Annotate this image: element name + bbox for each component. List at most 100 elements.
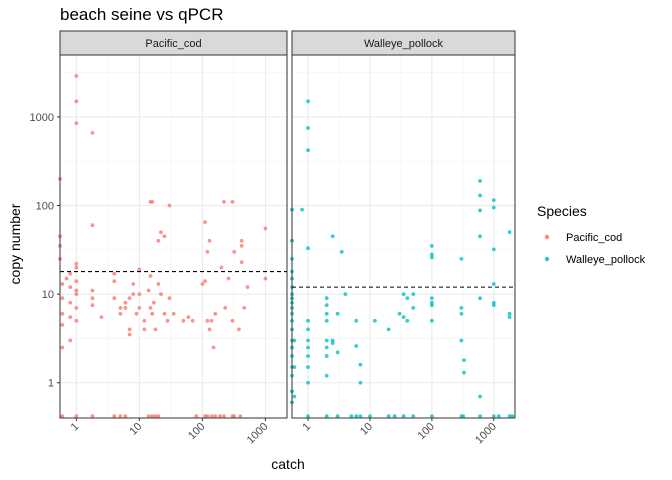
data-point <box>306 354 310 358</box>
data-point <box>223 305 228 310</box>
facet-panel-1: Walleye_pollock 1 10 100 1000 <box>290 30 516 446</box>
data-point <box>354 318 359 323</box>
data-point <box>429 296 434 301</box>
data-point <box>74 121 79 126</box>
data-point <box>171 311 176 316</box>
data-point <box>459 256 464 261</box>
data-point <box>213 311 218 316</box>
data-point <box>203 279 207 284</box>
data-point <box>330 234 335 239</box>
data-point <box>429 244 434 248</box>
data-point <box>230 318 235 323</box>
data-point <box>324 373 329 378</box>
data-point <box>159 230 163 235</box>
data-point <box>207 238 212 243</box>
facet-panel-0: Pacific_cod 1 10 100 1000 1 10 100 1000 <box>30 30 288 446</box>
data-point <box>68 338 73 343</box>
data-point <box>74 305 79 310</box>
data-point <box>401 315 406 320</box>
data-point <box>194 414 199 419</box>
data-point <box>324 303 329 308</box>
panel-border <box>59 54 288 419</box>
data-point <box>478 178 482 183</box>
data-point <box>491 282 496 286</box>
data-point <box>209 414 214 419</box>
data-point <box>238 414 243 419</box>
data-point <box>209 318 214 323</box>
data-point <box>118 305 123 310</box>
data-point <box>263 226 268 231</box>
data-point <box>491 247 496 252</box>
data-point <box>232 414 237 419</box>
data-point <box>230 199 235 204</box>
data-point <box>459 338 464 343</box>
data-point <box>123 300 128 305</box>
data-point <box>358 380 363 385</box>
data-point <box>99 315 104 320</box>
data-point <box>292 365 297 370</box>
data-point <box>429 255 434 260</box>
data-point <box>205 414 210 419</box>
data-point <box>405 296 410 301</box>
data-point <box>134 311 139 316</box>
data-point <box>165 318 170 323</box>
data-point <box>74 288 79 293</box>
x-tick-label: 1 <box>300 421 313 434</box>
data-point <box>123 414 128 419</box>
data-point <box>306 246 310 251</box>
data-point <box>226 276 231 281</box>
data-point <box>306 99 310 104</box>
data-point <box>207 327 212 332</box>
data-point <box>507 311 512 316</box>
data-point <box>263 276 268 281</box>
data-point <box>60 282 65 286</box>
data-point <box>239 260 244 264</box>
data-point <box>292 394 297 399</box>
legend-key <box>544 256 550 262</box>
data-point <box>306 345 310 350</box>
data-point <box>306 318 310 323</box>
data-point <box>167 203 172 208</box>
data-point <box>429 318 434 323</box>
data-point <box>90 414 95 419</box>
data-point <box>112 296 117 301</box>
data-point <box>507 315 512 320</box>
x-axis-title: catch <box>271 456 304 472</box>
data-point <box>429 303 434 308</box>
data-point <box>324 338 329 343</box>
data-point <box>491 205 496 210</box>
data-point <box>150 199 155 204</box>
data-point <box>68 271 73 276</box>
data-point <box>507 230 512 235</box>
data-point <box>148 274 153 278</box>
data-point <box>118 311 123 316</box>
data-point <box>411 305 416 310</box>
data-point <box>324 318 329 323</box>
data-point <box>137 267 142 272</box>
legend-key <box>544 234 550 240</box>
data-point <box>368 414 372 419</box>
data-point <box>90 223 95 228</box>
data-point <box>478 234 482 239</box>
panel-border <box>291 54 516 419</box>
data-point <box>74 292 79 297</box>
data-point <box>142 327 147 332</box>
data-point <box>239 244 244 248</box>
panel-background <box>60 55 287 418</box>
data-point <box>152 300 156 305</box>
data-point <box>330 341 335 346</box>
data-point <box>112 271 117 276</box>
legend: Species Pacific_cod Walleye_pollock <box>537 203 646 266</box>
data-point <box>245 285 250 290</box>
data-point <box>478 414 482 419</box>
data-point <box>131 282 136 286</box>
data-point <box>150 414 155 419</box>
x-tick-label: 1 <box>69 421 82 434</box>
data-point <box>162 234 167 239</box>
data-point <box>127 296 132 301</box>
data-point <box>354 344 359 348</box>
panel-background <box>292 55 515 418</box>
data-point <box>213 414 218 419</box>
data-point <box>429 414 434 419</box>
